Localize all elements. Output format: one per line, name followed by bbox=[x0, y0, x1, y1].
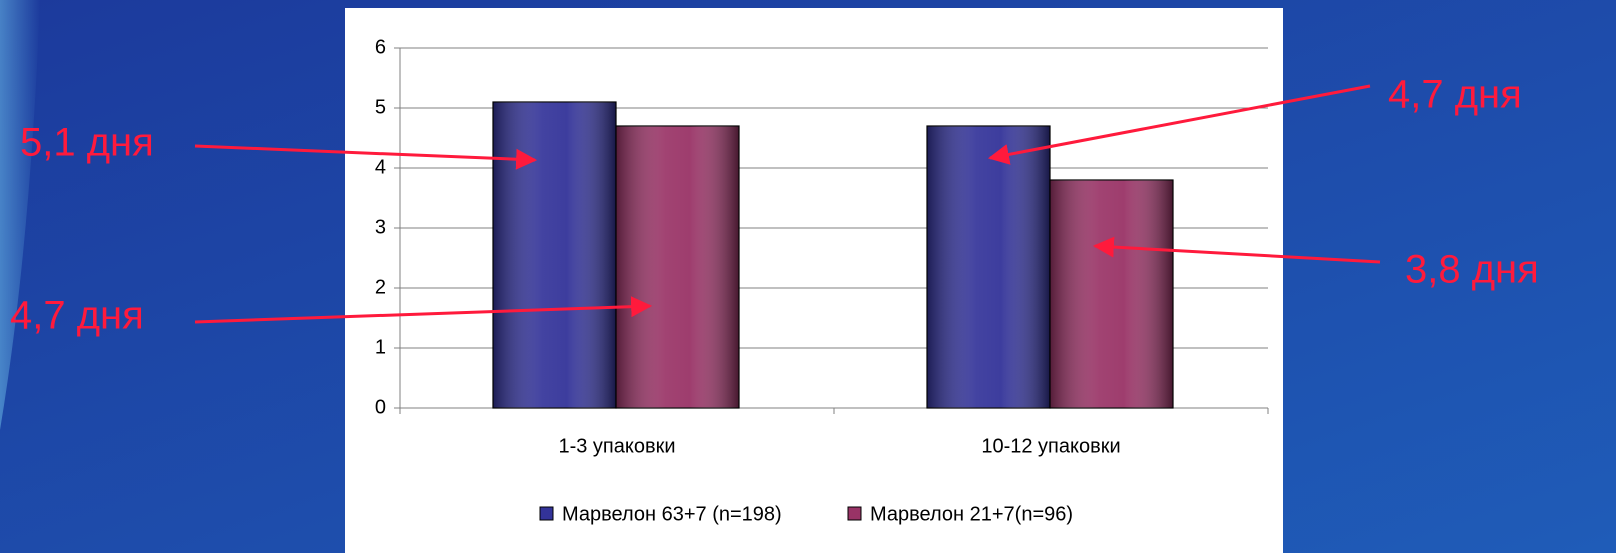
bar-shade bbox=[1050, 180, 1173, 408]
legend-label: Марвелон 63+7 (n=198) bbox=[562, 503, 782, 525]
y-tick-label: 5 bbox=[375, 96, 386, 118]
y-tick-label: 4 bbox=[375, 156, 386, 178]
legend-label: Марвелон 21+7(n=96) bbox=[870, 503, 1073, 525]
y-tick-label: 1 bbox=[375, 336, 386, 358]
x-tick-label: 1-3 упаковки bbox=[558, 435, 675, 457]
y-tick-label: 6 bbox=[375, 36, 386, 58]
annotation-arrow bbox=[194, 296, 653, 324]
legend-swatch bbox=[847, 506, 862, 521]
bar-shade bbox=[493, 102, 616, 408]
value-label: 5,1 дня bbox=[20, 121, 154, 165]
bar-shade bbox=[927, 126, 1050, 408]
annotation-arrow bbox=[987, 84, 1371, 165]
value-label: 4,7 дня bbox=[10, 294, 144, 338]
y-tick-label: 2 bbox=[375, 276, 386, 298]
value-label: 4,7 дня bbox=[1388, 73, 1522, 117]
bar-shade bbox=[616, 126, 739, 408]
x-tick-label: 10-12 упаковки bbox=[981, 435, 1120, 457]
y-tick-label: 0 bbox=[375, 396, 386, 418]
annotation-arrow bbox=[194, 144, 538, 170]
value-label: 3,8 дня bbox=[1405, 248, 1539, 292]
y-tick-label: 3 bbox=[375, 216, 386, 238]
background-glow bbox=[0, 0, 40, 430]
legend-swatch bbox=[539, 506, 554, 521]
annotation-arrow bbox=[1092, 236, 1381, 264]
